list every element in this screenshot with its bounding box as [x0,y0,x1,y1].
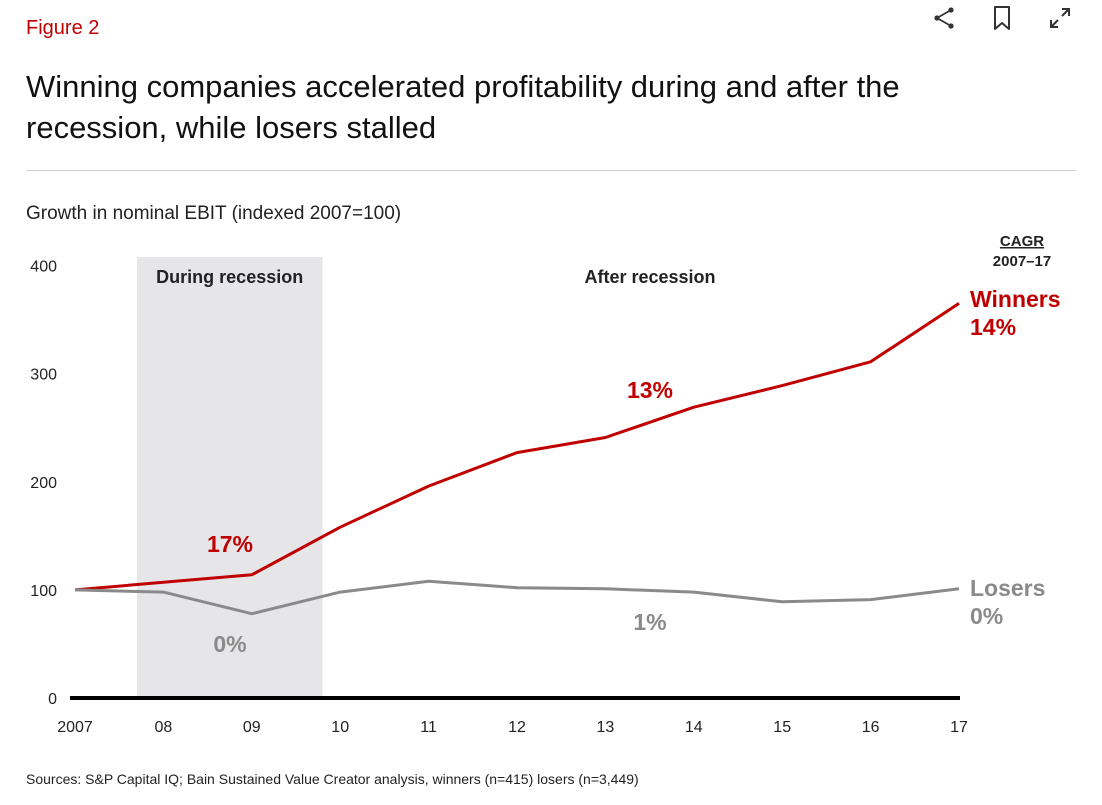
winners-recession-cagr: 17% [207,531,253,557]
expand-icon[interactable] [1046,4,1074,32]
chart-subtitle: Growth in nominal EBIT (indexed 2007=100… [26,203,402,224]
figure-toolbar [930,4,1074,32]
x-tick-label: 10 [331,719,349,736]
figure-label: Figure 2 [26,17,100,39]
x-tick-label: 13 [597,719,615,736]
page-title: Winning companies accelerated profitabil… [26,69,900,145]
x-tick-label: 15 [773,719,791,736]
divider [26,170,1076,171]
bookmark-icon[interactable] [988,4,1016,32]
losers-cagr-value: 0% [970,603,1003,629]
winners-cagr-value: 14% [970,314,1016,340]
losers-series-label: Losers [970,575,1045,601]
x-tick-label: 11 [420,719,437,736]
share-icon[interactable] [930,4,958,32]
winners-after-cagr: 13% [627,377,673,403]
band-label-during: During recession [156,267,303,287]
y-tick-label: 200 [30,475,57,492]
x-tick-label: 12 [508,719,526,736]
y-tick-label: 0 [48,691,57,708]
recession-band [136,257,323,698]
x-tick-label: 17 [950,719,968,736]
winners-series-label: Winners [970,286,1061,312]
series-line-losers [74,579,960,616]
source-note: Sources: S&P Capital IQ; Bain Sustained … [26,771,639,787]
x-tick-label: 14 [685,719,703,736]
cagr-header: CAGR [1000,233,1044,250]
x-tick-label: 08 [155,719,173,736]
x-tick-label: 09 [243,719,261,736]
cagr-period: 2007–17 [993,253,1051,270]
series-line-winners [74,302,960,592]
y-tick-label: 400 [30,259,57,276]
ebit-line-chart: During recession After recession 0 100 200 30… [30,233,1061,736]
y-tick-label: 100 [30,583,57,600]
losers-after-cagr: 1% [633,609,666,635]
x-tick-label: 16 [862,719,880,736]
losers-recession-cagr: 0% [213,631,246,657]
band-label-after: After recession [584,267,715,287]
y-tick-label: 300 [30,367,57,384]
x-tick-label: 2007 [57,719,93,736]
